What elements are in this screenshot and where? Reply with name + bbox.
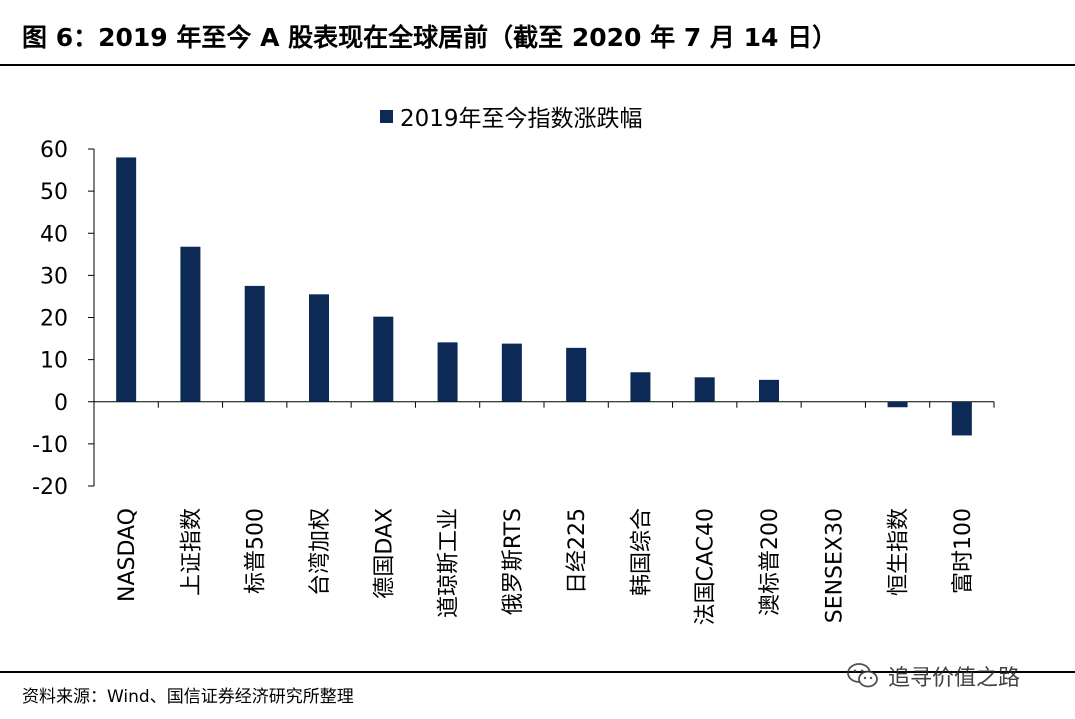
category-label: 恒生指数: [887, 508, 912, 596]
y-tick-label: 10: [40, 349, 68, 374]
bar: [309, 294, 329, 402]
bar-chart: 2019年至今指数涨跌幅 -20 -10 0 10 20 30 40 50 60 NASDAQ 上证指…: [32, 106, 995, 625]
category-label: NASDAQ: [115, 508, 140, 602]
bar: [501, 343, 522, 402]
category-label: 韩国综合: [629, 508, 654, 596]
bar: [630, 372, 651, 402]
figure-title: 图 6：2019 年至今 A 股表现在全球居前（截至 2020 年 7 月 14…: [22, 23, 838, 52]
source-note: 资料来源：Wind、国信证券经济研究所整理: [22, 687, 354, 707]
bar: [694, 377, 715, 402]
category-label: 上证指数: [179, 508, 204, 596]
category-label: 道琼斯工业: [437, 508, 462, 618]
y-tick-label: -10: [32, 433, 68, 458]
category-label: SENSEX30: [822, 508, 847, 623]
category-label: 台湾加权: [308, 508, 333, 596]
bar: [437, 342, 458, 402]
bar: [373, 316, 394, 402]
bar: [566, 347, 587, 402]
wechat-icon: [847, 663, 878, 688]
category-label: 标普500: [244, 508, 269, 594]
watermark: 追寻价值之路: [846, 658, 1020, 694]
bar: [887, 401, 908, 408]
category-label: 澳标普200: [758, 508, 783, 616]
footer-rule: [0, 671, 1075, 673]
bar: [951, 401, 972, 436]
bar: [116, 157, 137, 402]
y-tick-label: 50: [40, 180, 68, 205]
y-tick-label: -20: [32, 475, 68, 500]
header-rule: [0, 64, 1075, 66]
legend-label: 2019年至今指数涨跌幅: [400, 106, 643, 132]
category-label: 富时100: [951, 508, 976, 594]
legend-swatch: [380, 110, 393, 123]
bar: [759, 379, 779, 402]
category-label: 日经225: [565, 508, 590, 594]
watermark-text: 追寻价值之路: [888, 666, 1021, 691]
category-label: 德国DAX: [372, 508, 397, 599]
y-tick-label: 60: [40, 138, 68, 163]
bar: [180, 246, 201, 402]
figure-header: 图 6：2019 年至今 A 股表现在全球居前（截至 2020 年 7 月 14…: [0, 0, 1075, 66]
category-label: 俄罗斯RTS: [501, 508, 526, 615]
y-tick-label: 30: [40, 264, 68, 289]
category-label: 法国CAC40: [694, 508, 719, 625]
y-tick-label: 40: [40, 222, 68, 247]
y-tick-label: 0: [54, 391, 68, 416]
y-tick-label: 20: [40, 307, 68, 332]
bar: [244, 285, 265, 402]
